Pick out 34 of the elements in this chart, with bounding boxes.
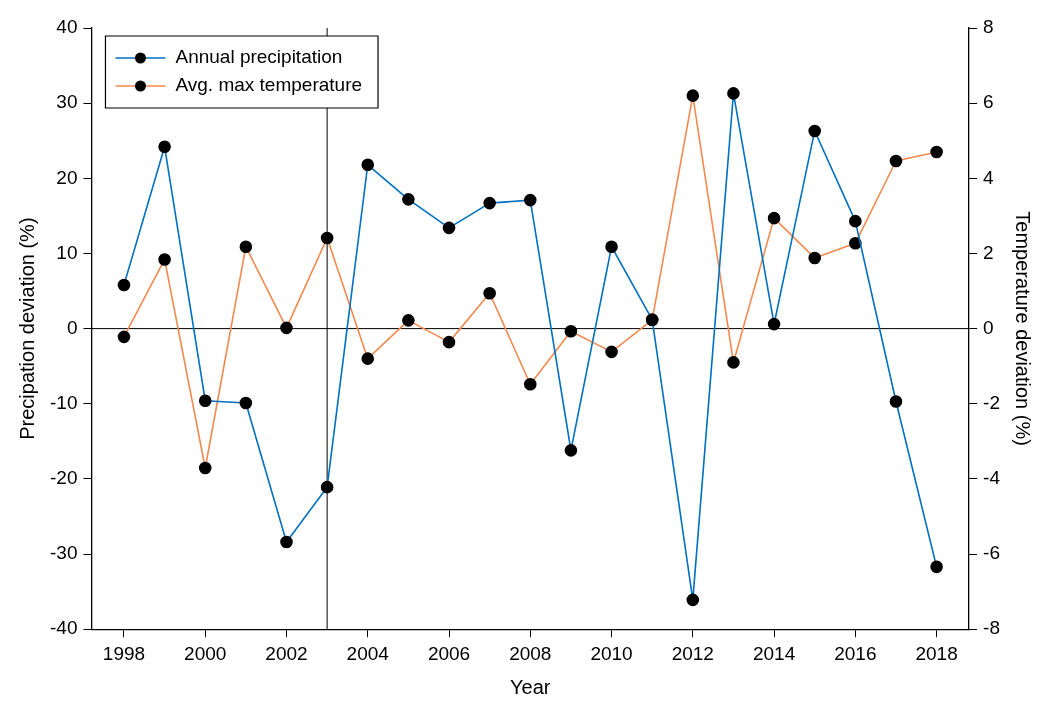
x-tick-label: 2012 [671, 642, 714, 664]
y2-tick-label: 2 [983, 241, 994, 263]
x-tick-label: 2004 [346, 642, 390, 664]
y-tick-label: 30 [56, 91, 78, 113]
x-tick-label: 2018 [915, 642, 958, 664]
y-tick-label: -40 [49, 617, 78, 639]
x-tick-label: 2006 [427, 642, 471, 664]
y2-tick-label: -2 [983, 391, 1001, 413]
y2-tick-label: 8 [983, 16, 994, 38]
x-tick-label: 2002 [265, 642, 308, 664]
x-tick-label: 2016 [834, 642, 877, 664]
x-tick-label: 2010 [590, 642, 633, 664]
y2-tick-label: -6 [983, 542, 1001, 564]
y-tick-label: -10 [49, 391, 78, 413]
y-tick-label: 40 [56, 16, 78, 38]
x-tick-label: 2000 [184, 642, 227, 664]
y2-tick-label: -8 [983, 617, 1001, 639]
legend-label: Annual precipitation [175, 46, 343, 68]
y2-tick-label: 0 [983, 316, 994, 338]
x-axis-title: Year [510, 675, 551, 698]
y2-axis-title: Temperature deviation (%) [1012, 211, 1035, 446]
x-tick-label: 1998 [102, 642, 146, 664]
y-tick-label: 0 [66, 316, 78, 338]
y-tick-label: 10 [56, 241, 78, 263]
y2-tick-label: 6 [983, 91, 994, 113]
y2-tick-label: 4 [983, 166, 995, 188]
y-tick-label: -20 [49, 467, 78, 489]
y-axis-title: Precipation deviation (%) [15, 217, 38, 440]
x-tick-label: 2008 [509, 642, 552, 664]
x-tick-label: 2014 [752, 642, 796, 664]
legend-label: Avg. max temperature [175, 74, 363, 96]
y-tick-label: -30 [49, 542, 78, 564]
y2-tick-label: -4 [983, 467, 1001, 489]
y-tick-label: 20 [56, 166, 78, 188]
